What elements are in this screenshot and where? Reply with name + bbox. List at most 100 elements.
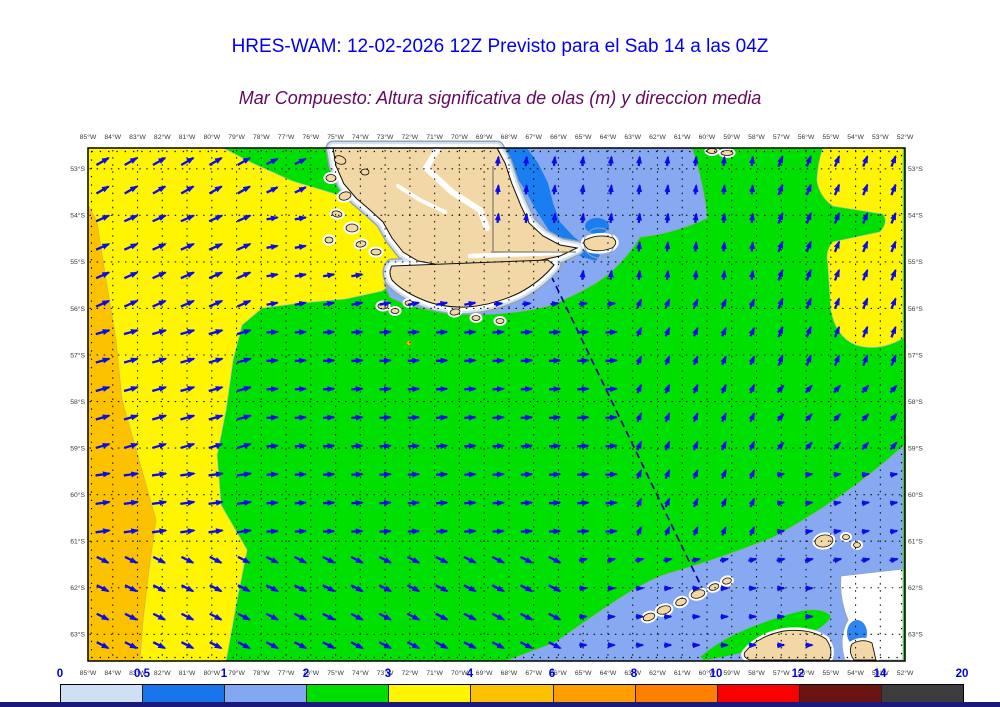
wave-direction-arrow (663, 412, 671, 423)
wave-direction-arrow (523, 155, 530, 167)
wave-direction-arrow (180, 157, 195, 166)
wave-direction-arrow (180, 214, 196, 223)
wave-direction-arrow (180, 242, 196, 251)
wave-direction-arrow (266, 528, 279, 535)
wave-direction-arrow (95, 271, 111, 280)
wave-direction-arrow (606, 301, 617, 307)
wave-direction-arrow (551, 155, 558, 167)
east-dodger-0-1m (500, 148, 600, 261)
wave-direction-arrow (464, 528, 477, 535)
wave-direction-arrow (607, 269, 614, 280)
lon-label-bottom: 68°W (501, 669, 518, 677)
wave-direction-arrow (322, 300, 336, 307)
wave-direction-arrow (379, 528, 392, 535)
wave-direction-arrow (180, 185, 195, 195)
lat-label-left: 63°S (70, 631, 85, 639)
wave-direction-arrow (435, 584, 449, 593)
wave-direction-arrow (350, 612, 364, 621)
wave-direction-arrow (519, 584, 534, 593)
wave-direction-arrow (776, 471, 786, 478)
wave-direction-arrow (548, 414, 562, 421)
wave-direction-arrow (237, 641, 251, 650)
wave-direction-arrow (151, 442, 168, 450)
wave-direction-arrow (209, 555, 223, 564)
lon-label-bottom: 56°W (798, 669, 815, 677)
lon-label-top: 81°W (179, 133, 196, 141)
lon-label-bottom: 79°W (228, 669, 245, 677)
wave-direction-arrow (720, 383, 727, 394)
wave-direction-arrow (805, 268, 812, 281)
wave-direction-arrow (322, 414, 336, 421)
lon-label-bottom: 67°W (525, 669, 542, 677)
lon-label-bottom: 73°W (377, 669, 394, 677)
lon-label-top: 72°W (402, 133, 419, 141)
wave-direction-arrow (520, 443, 534, 450)
wave-direction-arrow (720, 212, 727, 223)
islet (370, 248, 382, 256)
wave-direction-arrow (294, 386, 308, 393)
wave-direction-arrow (519, 612, 534, 621)
wave-direction-arrow (123, 499, 140, 506)
wave-direction-arrow (548, 386, 562, 393)
wave-direction-arrow (805, 500, 814, 507)
route-dashed-line (540, 254, 705, 593)
lon-label-top: 77°W (278, 133, 295, 141)
wave-direction-arrow (635, 355, 643, 366)
wave-direction-arrow (833, 441, 842, 451)
wave-direction-arrow (407, 414, 421, 421)
wave-direction-arrow (748, 525, 756, 536)
wave-direction-arrow (607, 212, 614, 223)
wave-direction-arrow (180, 641, 195, 650)
islet (338, 191, 352, 201)
wave-direction-arrow (492, 386, 505, 393)
wave-direction-arrow (577, 386, 590, 393)
wave-direction-arrow (266, 329, 279, 336)
wave-direction-arrow (890, 211, 897, 224)
legend-segment (553, 685, 636, 704)
wave-direction-arrow (322, 357, 336, 364)
wave-direction-arrow (407, 300, 421, 307)
wave-direction-arrow (294, 244, 308, 250)
lon-label-bottom: 59°W (723, 669, 740, 677)
wave-direction-arrow (208, 185, 223, 195)
wave-direction-arrow (692, 326, 699, 337)
wave-direction-arrow (663, 497, 671, 508)
wave-direction-arrow (351, 386, 364, 393)
wave-height-legend (60, 684, 964, 705)
wave-direction-arrow (378, 584, 393, 593)
wave-direction-arrow (776, 441, 785, 451)
wave-direction-arrow (236, 214, 252, 223)
islet (325, 174, 337, 182)
wave-direction-arrow (152, 242, 167, 251)
wave-direction-arrow (435, 641, 449, 650)
lon-label-bottom: 74°W (352, 669, 369, 677)
wave-direction-arrow (435, 499, 449, 506)
lon-label-top: 85°W (80, 133, 97, 141)
wave-direction-arrow (96, 641, 110, 650)
wave-direction-arrow (464, 471, 477, 478)
lon-label-bottom: 62°W (649, 669, 666, 677)
wave-direction-arrow (606, 557, 617, 564)
lon-label-top: 63°W (624, 133, 641, 141)
legend-value: 8 (630, 668, 638, 680)
wave-direction-arrow (578, 557, 589, 564)
wave-direction-arrow (862, 211, 869, 224)
wave-direction-arrow (579, 269, 586, 280)
wave-direction-arrow (862, 240, 869, 253)
wave-direction-arrow (548, 528, 562, 535)
channel (467, 250, 563, 259)
wave-direction-arrow (236, 442, 252, 450)
wave-direction-arrow (378, 641, 393, 650)
wave-direction-arrow (520, 414, 534, 421)
wave-direction-arrow (548, 555, 562, 564)
wave-direction-arrow (294, 528, 308, 535)
wave-direction-arrow (494, 212, 501, 223)
lon-label-top: 54°W (847, 133, 864, 141)
wave-direction-arrow (266, 357, 279, 364)
island (743, 629, 832, 661)
wave-direction-arrow (605, 414, 618, 421)
wave-direction-arrow (180, 329, 196, 336)
lon-label-bottom: 83°W (129, 669, 146, 677)
wave-direction-arrow (605, 528, 618, 535)
wave-direction-arrow (236, 357, 252, 364)
